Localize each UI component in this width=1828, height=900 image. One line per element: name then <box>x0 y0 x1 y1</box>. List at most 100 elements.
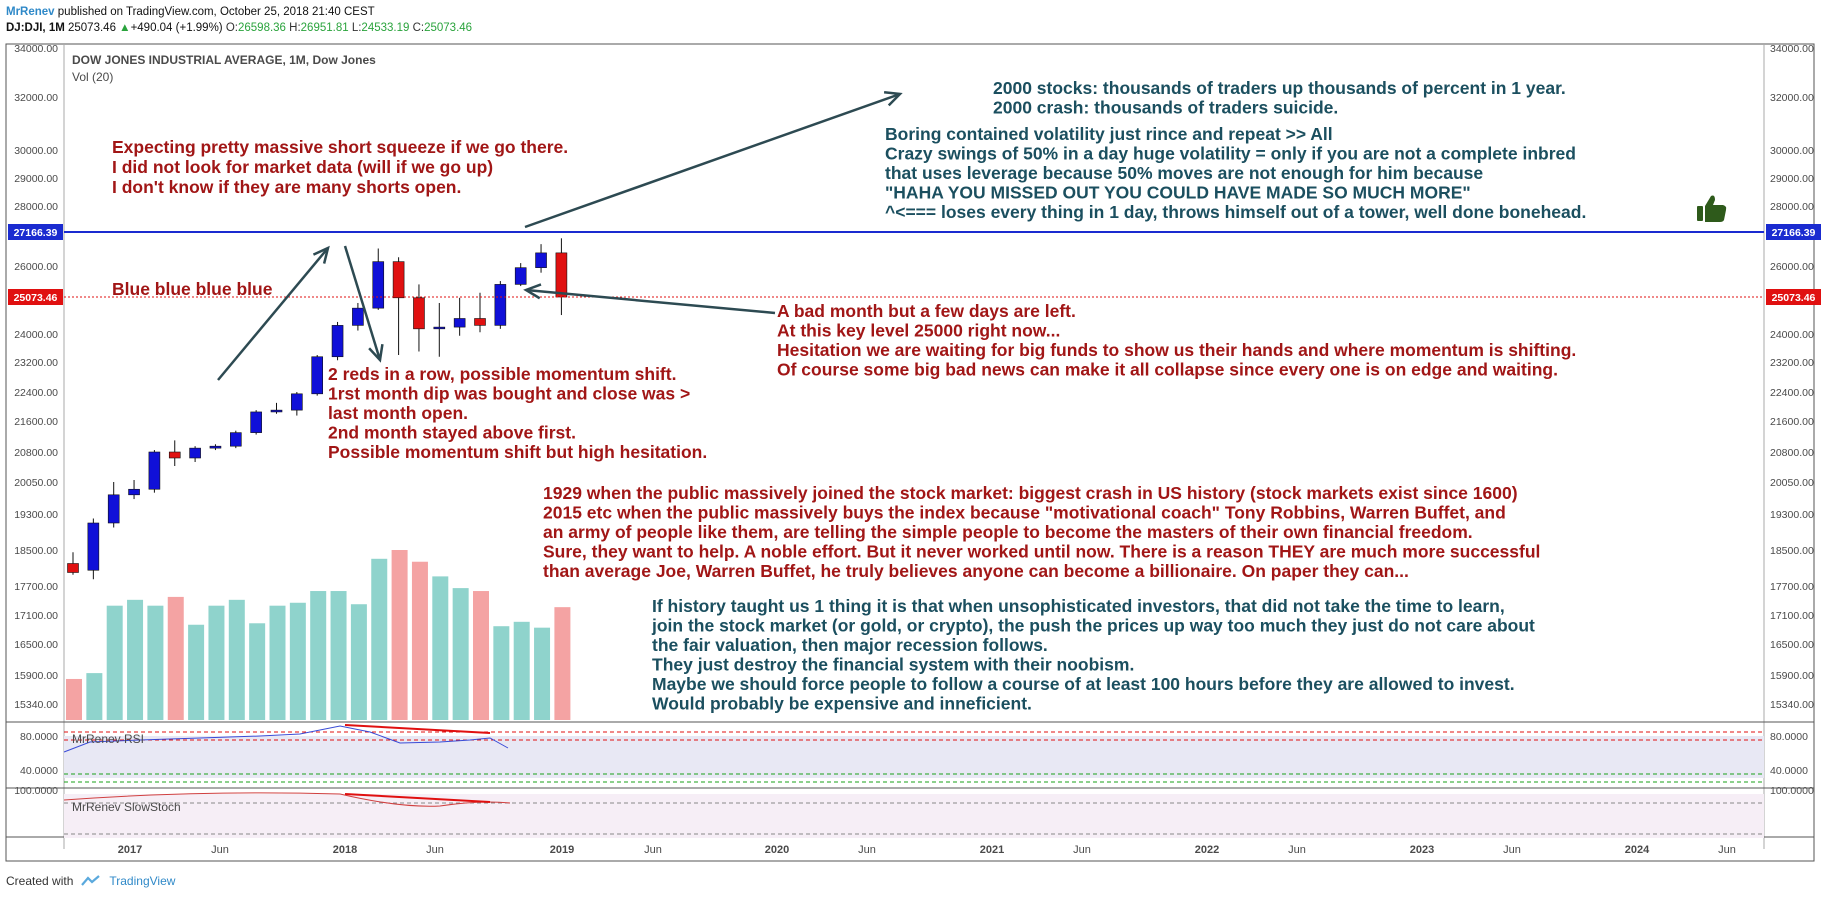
y-tick-label-left: 17100.00 <box>14 610 58 622</box>
annotation-volatility-line: that uses leverage because 50% moves are… <box>885 163 1483 183</box>
rsi-tick-left: 80.0000 <box>20 731 58 743</box>
candle-body <box>392 261 405 299</box>
annotation-history-line: Maybe we should force people to follow a… <box>652 674 1515 694</box>
x-tick-label: 2018 <box>333 844 357 856</box>
y-tick-label-right: 34000.00 <box>1770 43 1814 55</box>
volume-bar <box>534 627 551 720</box>
candle-body <box>433 326 446 330</box>
annotation-history-line: the fair valuation, then major recession… <box>652 635 1048 655</box>
candle-body <box>189 447 201 459</box>
volume-bar <box>330 591 347 720</box>
close-value: 25073.46 <box>424 22 473 34</box>
rsi-divergence <box>344 724 491 734</box>
x-tick-label: 2022 <box>1195 844 1219 856</box>
y-tick-label-right: 17100.00 <box>1770 610 1814 622</box>
close-label: C: <box>412 22 425 34</box>
candle-body <box>209 445 222 449</box>
price-change: +490.04 (+1.99%) <box>130 22 223 34</box>
y-axis-right: 34000.00 32000.00 30000.00 29000.00 28000.00… <box>1770 43 1814 711</box>
y-tick-label-left: 28000.00 <box>14 201 58 213</box>
volume-legend: Vol (20) <box>72 70 113 84</box>
annotation-history-line: They just destroy the financial system w… <box>652 655 1134 675</box>
y-tick-label-left: 26000.00 <box>14 261 58 273</box>
candle-body <box>291 393 303 411</box>
volume-bar <box>452 588 469 720</box>
arrow-up-rally-head <box>312 245 330 264</box>
publish-info: published on TradingView.com, October 25… <box>54 6 375 18</box>
y-tick-label-left: 19300.00 <box>14 509 58 521</box>
stoch-legend: MrRenev SlowStoch <box>72 800 181 814</box>
candle-body <box>535 252 547 268</box>
candle-body <box>352 307 364 326</box>
volume-bar <box>106 605 123 720</box>
volume-bar <box>208 605 225 720</box>
annotation-bad-month-line: At this key level 25000 right now... <box>777 321 1060 341</box>
candle-body <box>168 451 181 459</box>
tradingview-link[interactable]: TradingView <box>109 874 176 888</box>
candle-body <box>311 356 324 395</box>
volume-bar <box>513 621 530 720</box>
y-tick-label-right: 24000.00 <box>1770 329 1814 341</box>
y-tick-label-left: 29000.00 <box>14 173 58 185</box>
y-tick-label-right: 21600.00 <box>1770 416 1814 428</box>
volume-bar <box>66 678 82 720</box>
y-tick-label-right: 15900.00 <box>1770 670 1814 682</box>
candle-body <box>270 409 283 413</box>
y-tick-label-right: 19300.00 <box>1770 509 1814 521</box>
annotation-1929-line: Sure, they want to help. A noble effort.… <box>543 542 1540 562</box>
annotation-history-line: join the stock market (or gold, or crypt… <box>651 616 1535 636</box>
y-tick-label-right: 16500.00 <box>1770 639 1814 651</box>
stoch-tick-right: 100.0000 <box>1770 785 1814 797</box>
last-price-tag-left-bg <box>8 289 63 305</box>
x-tick-label: Jun <box>211 844 229 856</box>
last-price-tag-right-bg <box>1766 289 1821 305</box>
candle-body <box>453 318 466 328</box>
annotation-short-squeeze-line: I did not look for market data (will if … <box>112 157 493 177</box>
ohlc-line: DJ:DJI, 1M 25073.46 ▲+490.04 (+1.99%) O:… <box>6 20 472 36</box>
x-tick-label: Jun <box>1073 844 1091 856</box>
annotation-two-reds-line: 2nd month stayed above first. <box>328 423 576 443</box>
y-tick-label-left: 20050.00 <box>14 477 58 489</box>
x-tick-label: 2021 <box>980 844 1004 856</box>
chart-title: DOW JONES INDUSTRIAL AVERAGE, 1M, Dow Jo… <box>72 53 376 67</box>
volume-bar <box>350 604 367 720</box>
volume-bar <box>310 591 327 720</box>
open-label: O: <box>225 22 238 34</box>
y-tick-label-left: 22400.00 <box>14 387 58 399</box>
stoch-tick-left: 100.0000 <box>14 785 58 797</box>
y-tick-label-left: 16500.00 <box>14 639 58 651</box>
x-tick-label: Jun <box>644 844 662 856</box>
y-tick-label-right: 30000.00 <box>1770 145 1814 157</box>
low-label: L: <box>351 22 362 34</box>
annotation-1929-line: 2015 etc when the public massively buys … <box>543 503 1506 523</box>
y-tick-label-left: 24000.00 <box>14 329 58 341</box>
level-price-tag-left-bg <box>8 224 63 240</box>
outer-border <box>5 43 1815 862</box>
y-tick-label-right: 20050.00 <box>1770 477 1814 489</box>
arrow-down-reds-head <box>368 343 384 363</box>
rsi-tick-right: 80.0000 <box>1770 731 1808 743</box>
y-tick-label-right: 18500.00 <box>1770 545 1814 557</box>
y-tick-label-left: 17700.00 <box>14 581 58 593</box>
y-tick-label-left: 34000.00 <box>14 43 58 55</box>
candle-body <box>128 488 140 496</box>
annotation-1929-line: an army of people like them, are telling… <box>543 522 1473 542</box>
price-lines: 27166.39 27166.39 25073.46 25073.46 <box>8 224 1821 305</box>
level-price-tag-right: 27166.39 <box>1772 227 1816 239</box>
y-tick-label-right: 26000.00 <box>1770 261 1814 273</box>
last-price-tag-left: 25073.46 <box>14 292 58 304</box>
annotation-2000-line: 2000 crash: thousands of traders suicide… <box>993 98 1338 118</box>
candles <box>67 238 568 580</box>
rsi-line <box>63 725 509 753</box>
last-price: 25073.46 <box>68 22 116 34</box>
volume-bar <box>188 624 205 720</box>
high-value: 26951.81 <box>300 22 349 34</box>
volume-bar <box>269 605 286 720</box>
y-tick-label-right: 23200.00 <box>1770 357 1814 369</box>
rsi-tick-right: 40.0000 <box>1770 765 1808 777</box>
author-link[interactable]: MrRenev <box>6 6 55 18</box>
y-tick-label-left: 18500.00 <box>14 545 58 557</box>
volume-bar <box>411 561 428 720</box>
annotations: Expecting pretty massive short squeeze i… <box>112 78 1586 714</box>
